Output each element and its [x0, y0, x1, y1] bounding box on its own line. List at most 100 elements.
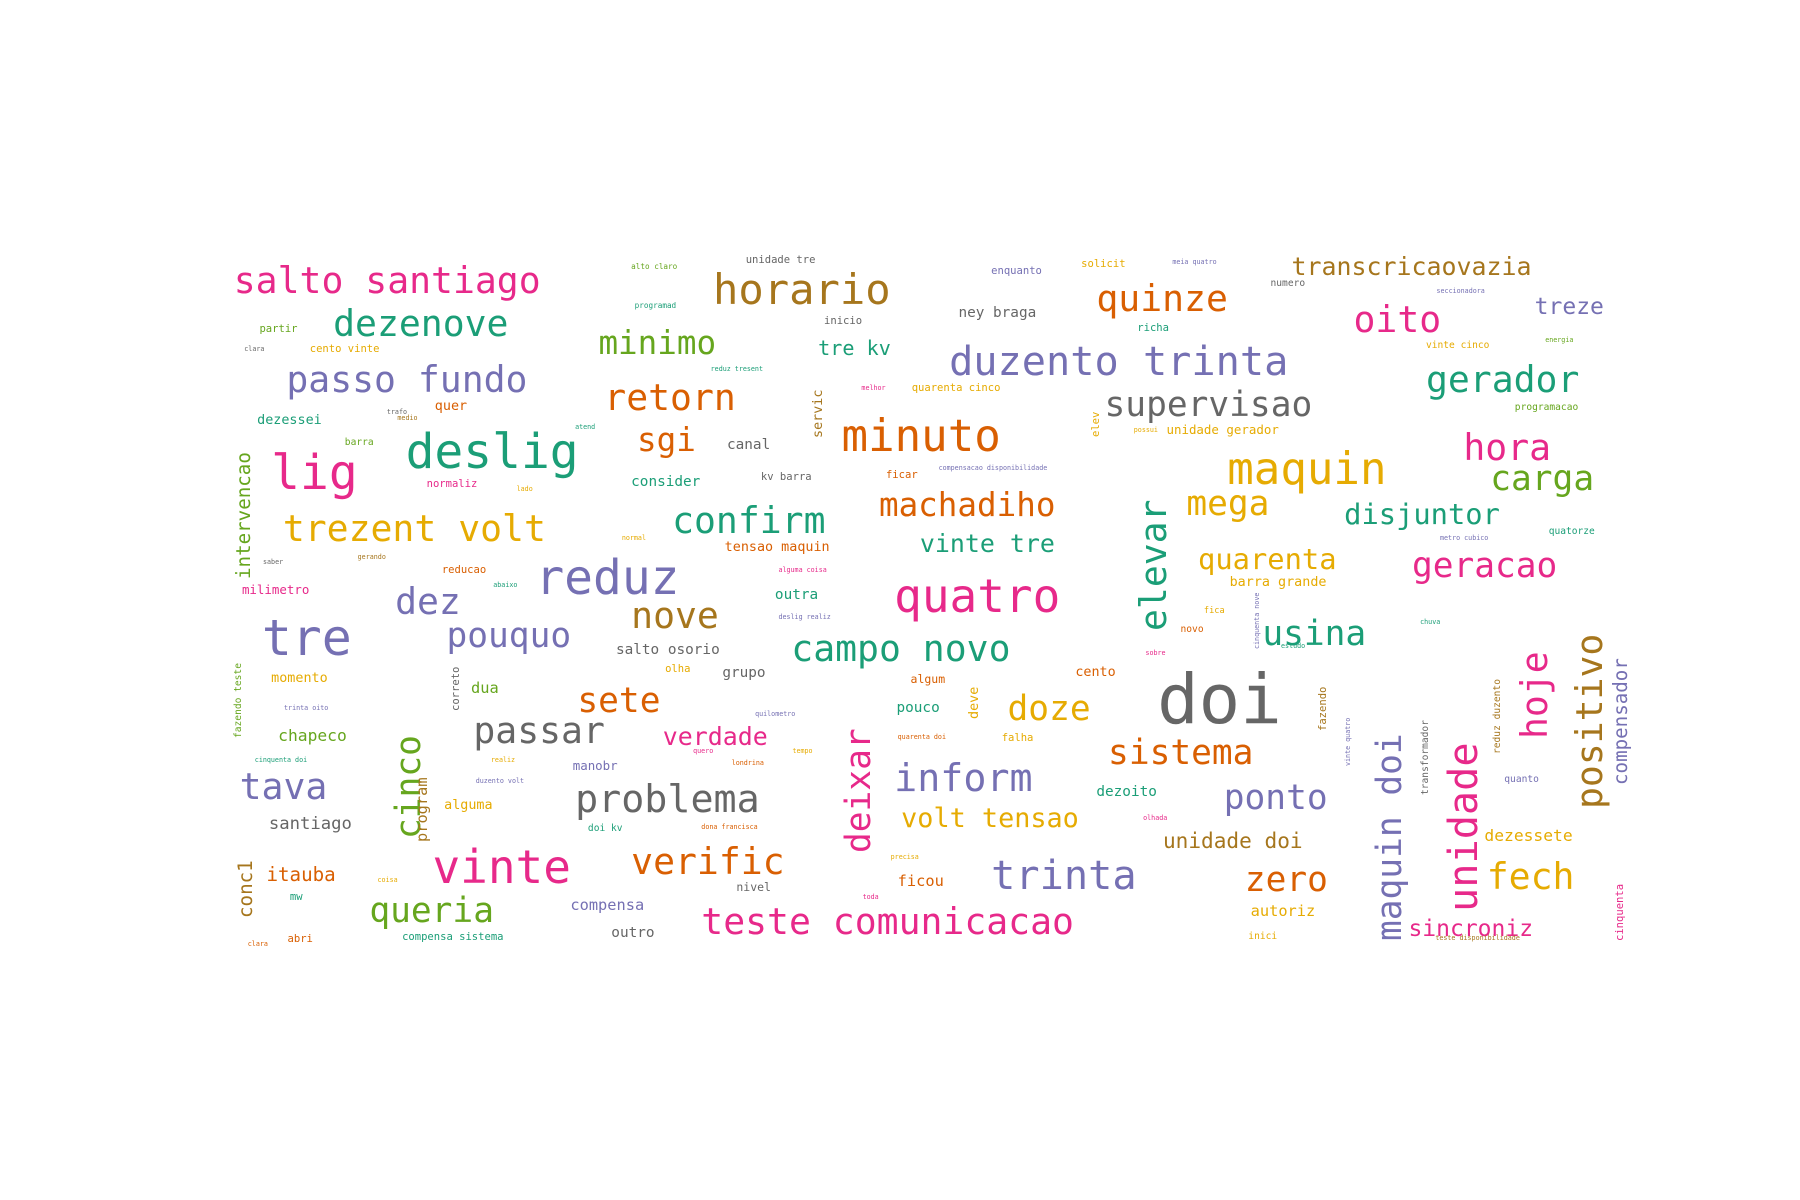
cloud-word: elev: [1089, 411, 1102, 438]
cloud-word: nivel: [736, 880, 771, 895]
cloud-word: toda: [862, 893, 879, 902]
cloud-word: mega: [1186, 484, 1270, 525]
cloud-word: sgi: [637, 421, 696, 460]
cloud-word: cento: [1075, 665, 1116, 681]
cloud-word: partir: [259, 322, 298, 335]
cloud-word: vinte quatro: [1344, 717, 1353, 766]
cloud-word: dua: [471, 679, 499, 698]
cloud-word: dezenove: [333, 302, 509, 346]
cloud-word: unidade: [1440, 742, 1487, 912]
cloud-word: tempo: [792, 747, 813, 756]
cloud-word: inform: [894, 755, 1033, 801]
cloud-word: doi kv: [587, 823, 623, 835]
cloud-word: ney braga: [958, 305, 1037, 322]
cloud-word: reduz: [535, 551, 680, 607]
cloud-word: horario: [712, 264, 891, 314]
cloud-word: barra: [344, 437, 374, 449]
cloud-word: verdade: [662, 721, 768, 751]
cloud-word: sincroniz: [1408, 915, 1534, 942]
cloud-word: fazendo: [1317, 686, 1330, 731]
cloud-word: quilometro: [755, 709, 796, 718]
cloud-word: deve: [966, 686, 982, 719]
cloud-word: conc1: [234, 859, 258, 918]
cloud-word: quero: [693, 747, 714, 756]
cloud-word: compensa sistema: [402, 930, 504, 943]
cloud-word: fica: [1203, 605, 1225, 616]
cloud-word: ficou: [897, 872, 944, 891]
cloud-word: meia quatro: [1172, 258, 1217, 267]
cloud-word: estudo: [1281, 641, 1306, 650]
cloud-word: quatro: [894, 568, 1061, 623]
cloud-word: quanto: [1504, 773, 1539, 785]
cloud-word: grupo: [722, 665, 766, 682]
cloud-word: falha: [1001, 731, 1034, 744]
cloud-word: fazendo teste: [232, 662, 244, 738]
cloud-word: oito: [1353, 297, 1442, 341]
cloud-word: londrina: [731, 758, 764, 767]
cloud-word: olha: [665, 662, 691, 675]
cloud-word: possui: [1133, 425, 1158, 434]
cloud-word: quatorze: [1548, 526, 1595, 538]
cloud-word: chapeco: [278, 726, 347, 746]
cloud-word: autoriz: [1250, 901, 1316, 920]
cloud-word: carga: [1490, 458, 1595, 499]
cloud-word: alguma: [444, 798, 493, 814]
cloud-word: compensador: [1608, 658, 1632, 786]
cloud-word: alguma coisa: [778, 565, 827, 574]
cloud-word: elevar: [1132, 499, 1176, 632]
cloud-word: metro cubico: [1440, 534, 1489, 543]
cloud-word: solicit: [1081, 258, 1126, 271]
cloud-word: richa: [1137, 321, 1169, 334]
cloud-word: minimo: [598, 324, 717, 363]
cloud-word: consider: [631, 473, 701, 490]
cloud-word: maquin doi: [1370, 733, 1411, 941]
cloud-word: retorn: [604, 375, 736, 419]
cloud-word: teste disponibilidade: [1435, 934, 1520, 943]
cloud-word: cinquenta nove: [1253, 592, 1262, 649]
cloud-word: program: [412, 776, 431, 842]
cloud-word: dezessete: [1484, 825, 1573, 845]
cloud-word: seccionadora: [1436, 286, 1485, 295]
cloud-word: usina: [1262, 614, 1367, 655]
cloud-word: cento vinte: [309, 342, 380, 355]
cloud-word: passar: [473, 708, 605, 752]
cloud-word: hora: [1463, 426, 1552, 470]
cloud-word: servic: [811, 389, 827, 439]
cloud-word: duzento volt: [475, 777, 525, 786]
cloud-word: normal: [621, 534, 646, 543]
cloud-word: sistema: [1108, 733, 1254, 774]
cloud-word: duzento trinta: [949, 339, 1289, 386]
cloud-word: transcricaovazia: [1291, 251, 1532, 281]
cloud-word: vinte cinco: [1425, 340, 1490, 352]
cloud-word: trinta oito: [284, 703, 329, 712]
cloud-word: canal: [727, 437, 771, 454]
cloud-word: correto: [450, 666, 463, 711]
cloud-word: reduz tresent: [710, 364, 763, 373]
cloud-word: deslig realiz: [778, 612, 831, 621]
cloud-word: queria: [369, 891, 494, 932]
cloud-word: momento: [271, 671, 328, 687]
cloud-word: pouco: [896, 700, 940, 717]
cloud-word: numero: [1270, 278, 1306, 290]
cloud-word: vinte tre: [919, 528, 1055, 558]
cloud-word: inicio: [824, 314, 863, 327]
cloud-word: nove: [631, 594, 719, 638]
cloud-word: maquin: [1227, 443, 1387, 495]
cloud-word: intervencao: [231, 451, 255, 579]
cloud-word: atend: [575, 423, 596, 432]
cloud-word: cinquenta doi: [254, 756, 308, 765]
cloud-word: saber: [262, 557, 284, 566]
cloud-word: barra grande: [1229, 575, 1327, 591]
cloud-word: hoje: [1513, 651, 1557, 739]
cloud-word: quinze: [1096, 276, 1228, 320]
cloud-word: campo novo: [791, 627, 1011, 671]
cloud-word: doi: [1157, 660, 1282, 741]
cloud-word: olhada: [1143, 813, 1168, 822]
cloud-word: melhor: [861, 383, 886, 392]
cloud-word: passo fundo: [286, 358, 528, 402]
cloud-word: confirm: [672, 498, 826, 542]
cloud-word: ficar: [885, 468, 918, 481]
cloud-word: programacao: [1514, 402, 1579, 414]
cloud-word: verific: [631, 839, 785, 883]
